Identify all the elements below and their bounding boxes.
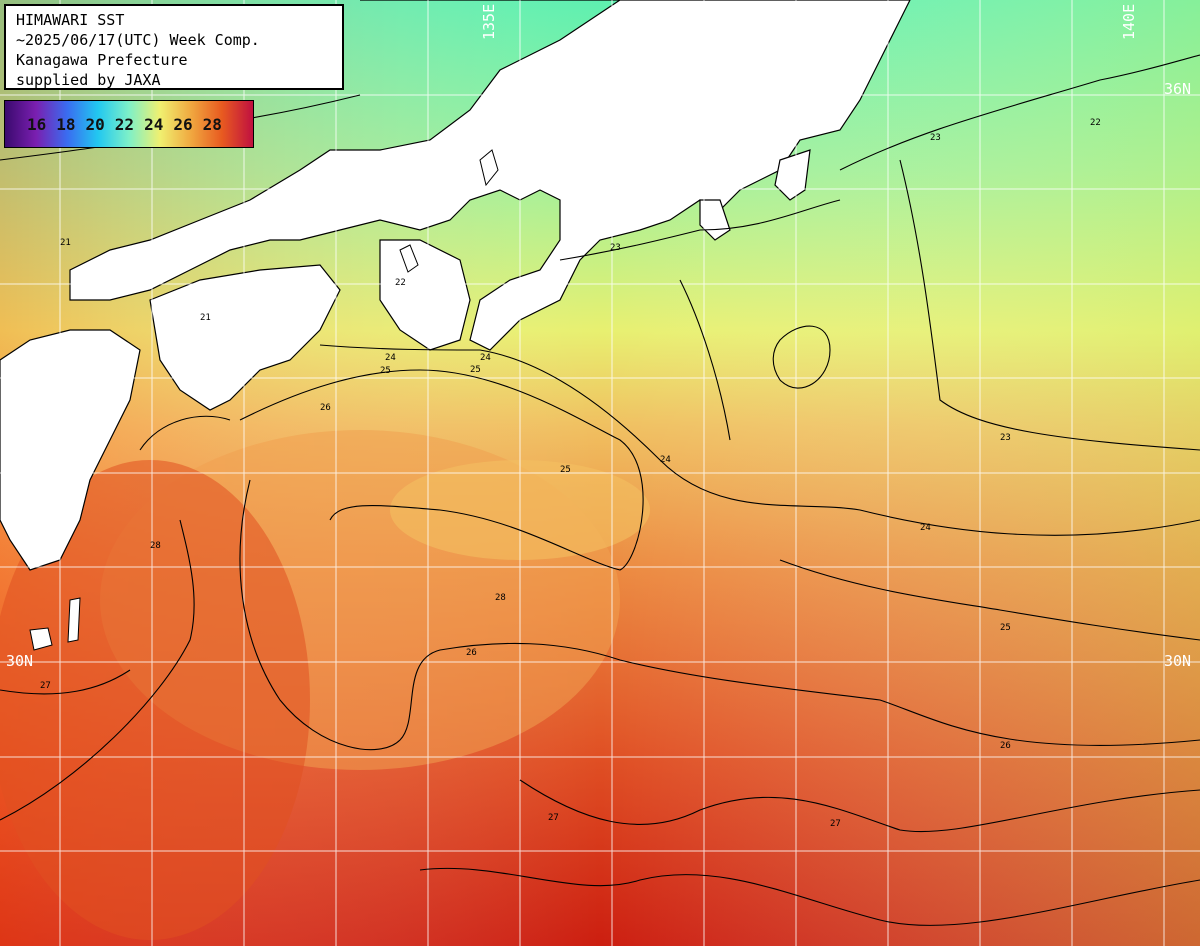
- contour-label: 27: [40, 681, 51, 691]
- contour-label: 21: [200, 313, 211, 323]
- isotherm-28b: [419, 867, 1200, 926]
- lat-label-30n-left: 30N: [6, 652, 34, 670]
- isotherm-kuroshio-inner: [139, 415, 231, 451]
- contour-label: 25: [380, 366, 391, 376]
- contour-label-group: 21 21 22 22 23 23 23 24 24 24 24 25 25 2…: [40, 118, 1101, 829]
- land-boso-peninsula: [774, 149, 811, 201]
- legend-tick: 28: [202, 115, 222, 134]
- contour-label: 24: [480, 353, 491, 363]
- isotherm-25b: [779, 559, 1200, 641]
- contour-label: 27: [830, 819, 841, 829]
- land-kyushu: [0, 329, 141, 571]
- contour-label: 27: [548, 813, 559, 823]
- contour-label: 22: [1090, 118, 1101, 128]
- legend-tick: 26: [173, 115, 193, 134]
- lon-label-135e: 135E: [480, 3, 498, 40]
- contour-label: 25: [1000, 623, 1011, 633]
- isotherm-27: [0, 519, 195, 821]
- land-tanegashima: [67, 597, 81, 643]
- legend-tick: 20: [85, 115, 105, 134]
- contour-label: 21: [60, 238, 71, 248]
- contour-label: 26: [320, 403, 331, 413]
- isotherm-26: [239, 479, 1200, 751]
- isotherm-east: [899, 159, 1200, 451]
- title-line-4: supplied by JAXA: [16, 71, 161, 89]
- contour-label: 24: [660, 455, 671, 465]
- land-yakushima: [29, 627, 53, 651]
- title-line-1: HIMAWARI SST: [16, 11, 125, 29]
- isotherm-offshore: [679, 279, 731, 441]
- title-line-3: Kanagawa Prefecture: [16, 51, 188, 69]
- legend-labels: 16 18 20 22 24 26 28: [27, 115, 222, 134]
- land-awaji: [399, 244, 419, 273]
- isotherm-23b: [559, 199, 841, 261]
- contour-label: 23: [930, 133, 941, 143]
- isotherm-eddy-east: [772, 325, 831, 389]
- temperature-legend: 16 18 20 22 24 26 28: [4, 100, 254, 148]
- contour-label: 26: [466, 648, 477, 658]
- land-kii-peninsula: [379, 239, 471, 351]
- isotherm-28: [0, 669, 131, 695]
- contour-label: 25: [560, 465, 571, 475]
- legend-tick: 16: [27, 115, 47, 134]
- legend-tick: 22: [114, 115, 135, 134]
- land-hachijo: [479, 149, 499, 187]
- contour-label: 24: [385, 353, 396, 363]
- contour-label: 23: [1000, 433, 1011, 443]
- lat-label-36n: 36N: [1164, 80, 1192, 98]
- isotherm-24: [319, 344, 1200, 536]
- title-box: HIMAWARI SST ~2025/06/17(UTC) Week Comp.…: [4, 4, 344, 90]
- lat-label-30n-right: 30N: [1164, 652, 1192, 670]
- isotherm-25: [239, 369, 644, 571]
- isotherm-27b: [519, 779, 1200, 833]
- legend-tick: 18: [56, 115, 76, 134]
- contour-label: 28: [495, 593, 506, 603]
- contour-label: 22: [395, 278, 406, 288]
- contour-label: 28: [150, 541, 161, 551]
- legend-tick: 24: [144, 115, 164, 134]
- contour-label: 23: [610, 243, 621, 253]
- isotherms: [0, 54, 1200, 926]
- contour-label: 25: [470, 365, 481, 375]
- contour-label: 24: [920, 523, 931, 533]
- legend-color-ramp: [5, 101, 253, 147]
- lon-label-140e: 140E: [1120, 3, 1138, 40]
- kuroshio-band: [0, 460, 310, 940]
- contour-label: 26: [1000, 741, 1011, 751]
- title-line-2: ~2025/06/17(UTC) Week Comp.: [16, 31, 260, 49]
- isotherm-23: [839, 54, 1200, 171]
- land-shikoku: [149, 264, 341, 411]
